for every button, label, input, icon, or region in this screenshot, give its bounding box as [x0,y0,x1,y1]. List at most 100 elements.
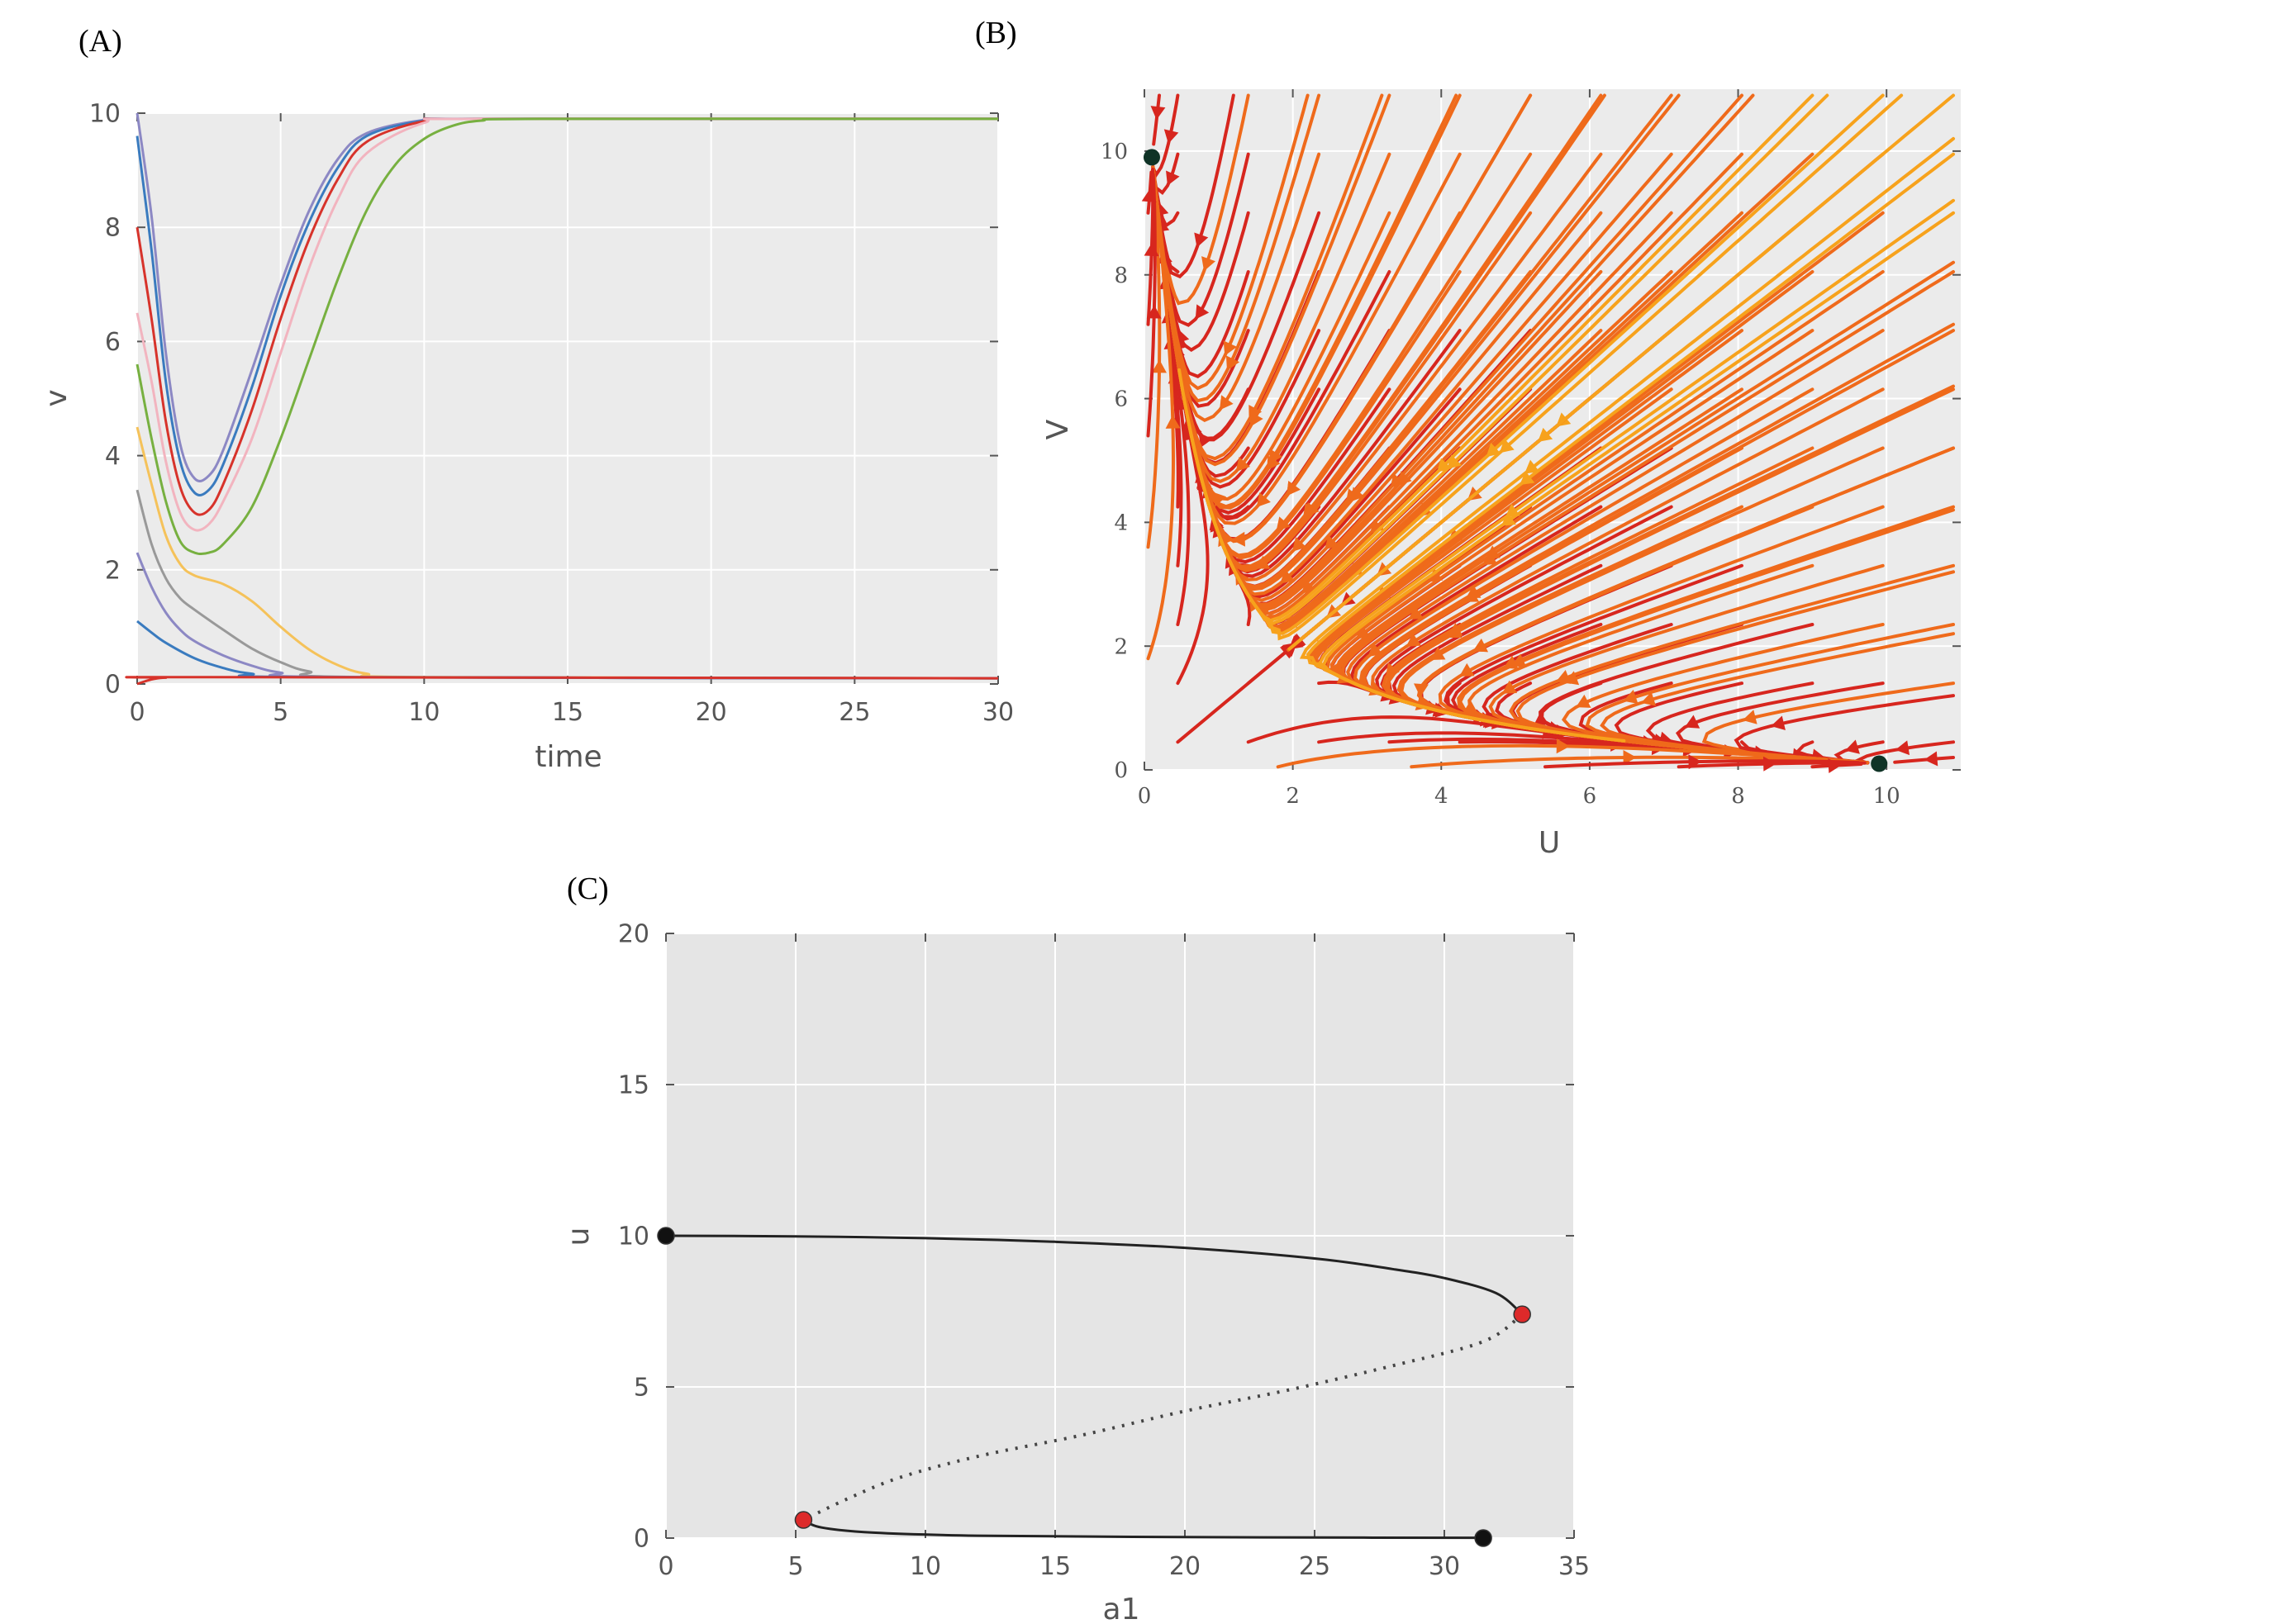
streamline-arrow-154 [1287,481,1301,496]
streamline-arrow-122 [1576,694,1591,708]
panel-a-series [125,112,999,686]
streamline-arrow-164 [1499,439,1515,453]
x-tick-label: 15 [552,698,583,727]
panel-b-ylabel: V [1041,419,1075,439]
streamline-arrow-128 [1427,567,1444,582]
panel-b-xlabel: U [1539,826,1560,860]
panel-b-equilibria [1143,149,1888,772]
streamline-arrow-133 [1742,710,1757,724]
x-tick-label: 6 [1583,784,1597,809]
x-tick-label: 35 [1558,1552,1590,1581]
x-tick-label: 30 [1429,1552,1460,1581]
x-tick-label: 10 [408,698,440,727]
streamline-arrow-82 [1291,537,1307,552]
x-tick-label: 10 [910,1552,941,1581]
y-tick-label: 10 [618,1223,649,1251]
streamline-arrow-161 [1485,545,1501,559]
series-line-9 [125,676,999,686]
streamline-arrow-141 [1501,512,1516,526]
panel-c-ylabel: u [562,1227,596,1246]
x-tick-label: 20 [696,698,727,727]
panel-c-ticks: 0 5 10 15 20 25 30 35 0 5 10 15 20 [618,920,1590,1582]
streamline-168 [1146,170,1162,549]
streamline-arrow-46 [1235,457,1250,472]
streamline-arrow-102 [1327,661,1341,677]
streamline-arrow-169 [1623,749,1637,765]
streamline-arrow-168 [1151,359,1167,373]
streamline-169 [1410,755,1864,769]
series-line-3 [136,117,999,532]
streamline-arrow-166 [1165,415,1181,429]
y-tick-label: 4 [105,442,121,471]
y-tick-label: 8 [105,214,121,243]
streamline-arrow-126 [1405,633,1421,647]
streamline-arrow-163 [1505,503,1520,518]
streamline-arrow-10 [1166,170,1180,186]
streamline-arrow-153 [1511,653,1527,667]
streamline-arrow-157 [1447,623,1463,636]
streamline-arrow-70 [1276,516,1291,532]
streamline-arrow-159 [1466,585,1482,599]
streamline-167 [1276,743,1865,769]
streamline-arrow-145 [1924,751,1938,767]
streamline-166 [1146,169,1175,661]
streamline-arrow-152 [1268,449,1283,464]
y-tick-label: 15 [618,1071,649,1100]
panel-a-ticks: 0 5 10 15 20 25 30 0 2 4 6 8 10 [89,100,1014,728]
streamline-arrow-23 [1201,256,1215,272]
panel-a-ylabel: v [40,389,74,406]
x-tick-label: 5 [787,1552,803,1581]
panel-c-branches [665,1234,1524,1540]
streamline-arrow-132 [1895,740,1910,756]
x-tick-label: 10 [1873,784,1900,809]
y-tick-label: 20 [618,920,649,949]
y-tick-label: 5 [634,1374,649,1403]
bifurcation-point-3 [1474,1529,1492,1547]
streamline-arrow-142 [1520,471,1535,486]
streamline-arrow-113 [1385,662,1400,678]
streamline-arrow-115 [1355,624,1371,639]
y-tick-label: 10 [1101,140,1128,164]
x-tick-label: 4 [1434,784,1448,809]
streamline-arrow-174 [1141,188,1157,202]
streamline-arrow-165 [1524,459,1540,474]
streamline-arrow-110 [1534,711,1549,725]
panel-c-xlabel: a1 [1103,1593,1140,1624]
y-tick-label: 6 [105,328,121,357]
streamline-arrow-158 [1350,487,1365,502]
panel-a: (A) 0 5 10 15 20 25 30 0 2 4 6 8 10 time v [40,24,1014,774]
streamline-arrow-33 [1198,432,1213,448]
panel-b-ticks: 0 2 4 6 8 10 0 2 4 6 8 10 [1101,89,1961,809]
streamline-arrow-11 [1163,129,1179,145]
y-tick-label: 10 [89,100,121,129]
streamline-arrow-167 [1556,738,1570,754]
bifurcation-point-1 [1513,1305,1531,1323]
equilibrium-point-0 [1143,149,1160,166]
y-tick-label: 2 [105,556,121,585]
streamline-arrow-146 [1194,232,1209,248]
streamline-arrow-143 [1538,427,1553,443]
streamline-arrow-120 [1844,739,1860,754]
y-tick-label: 0 [1114,758,1128,783]
streamline-arrow-124 [1459,662,1475,677]
x-tick-label: 8 [1731,784,1745,809]
x-tick-label: 25 [1299,1552,1330,1581]
streamline-arrow-34 [1219,395,1234,411]
streamline-arrow-150 [1249,404,1263,420]
x-tick-label: 0 [129,698,145,727]
y-tick-label: 0 [634,1525,649,1554]
streamline-arrow-149 [1641,691,1657,706]
streamline-arrow-127 [1408,605,1424,620]
streamline-arrow-22 [1195,304,1210,320]
y-tick-label: 0 [105,671,121,700]
panel-a-xlabel: time [535,740,602,774]
streamline-arrow-58 [1256,492,1271,508]
unstable-branch-1 [802,1313,1524,1522]
x-tick-label: 0 [1138,784,1152,809]
streamline-arrow-175 [1828,758,1842,774]
streamline-arrow-172 [1144,242,1159,257]
x-tick-label: 30 [982,698,1014,727]
stable-branch-2 [802,1518,1484,1540]
streamline-arrow-121 [1684,715,1700,729]
